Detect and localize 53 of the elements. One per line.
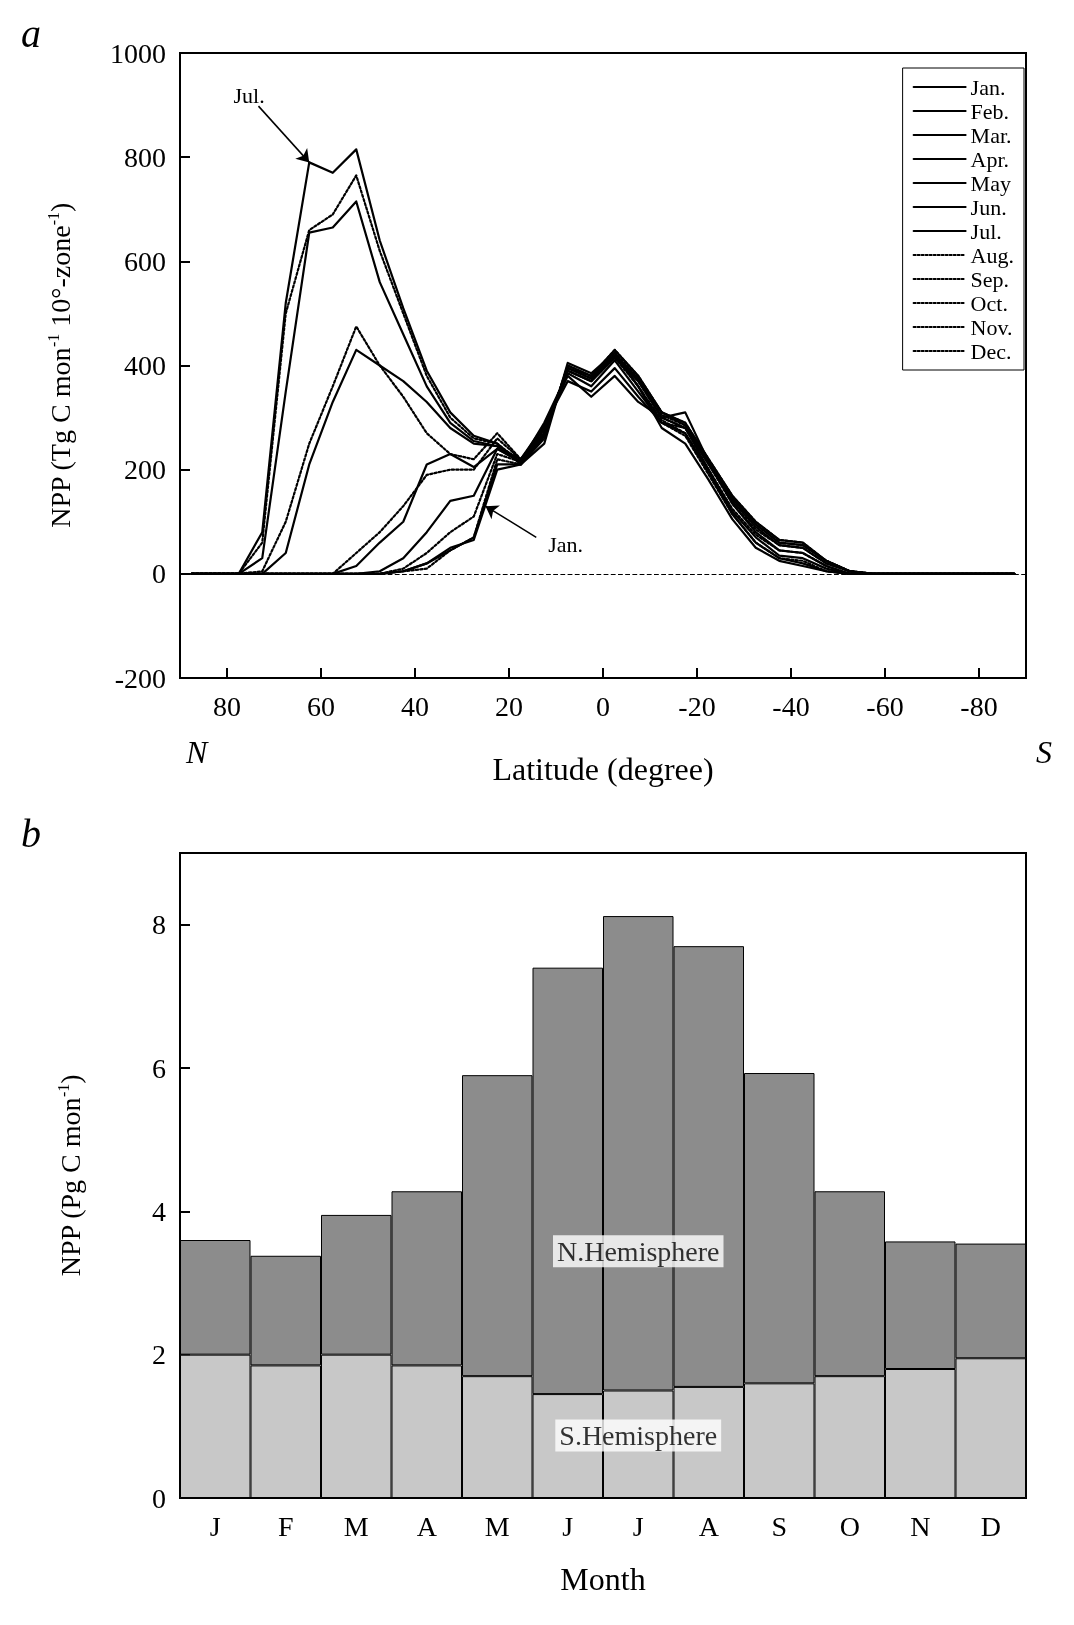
x-tick-label: N	[910, 1510, 931, 1542]
x-axis-title: Month	[560, 1561, 646, 1597]
legend-label: Mar.	[970, 122, 1012, 148]
y-tick-label: 0	[152, 558, 166, 590]
y-tick-label: 600	[124, 245, 166, 277]
annotation: Jul.	[233, 83, 265, 109]
x-tick-label: J	[209, 1510, 221, 1542]
y-tick-label: 800	[124, 141, 166, 173]
y-axis-title: NPP (Tg C mon-1 10°-zone-1)	[44, 202, 76, 528]
text: N	[185, 734, 209, 770]
series-label: S.Hemisphere	[559, 1419, 718, 1451]
y-tick-label: -200	[114, 662, 166, 694]
x-tick-label: O	[839, 1510, 860, 1542]
x-tick-label: 80	[213, 690, 241, 722]
legend-label: Feb.	[970, 98, 1010, 124]
x-tick-label: 40	[401, 690, 429, 722]
y-tick-label: 8	[152, 909, 166, 941]
chart-title: b	[21, 810, 41, 856]
y-tick-label: 400	[124, 350, 166, 381]
legend-label: Aug.	[970, 242, 1014, 268]
x-tick-label: D	[980, 1510, 1001, 1542]
x-tick-label: -60	[866, 690, 904, 722]
annotation: Jan.	[548, 532, 584, 558]
y-tick-label: 2	[152, 1339, 166, 1371]
x-tick-label: F	[277, 1510, 294, 1542]
x-tick-label: S	[771, 1510, 788, 1542]
y-axis-title: NPP (Pg C mon-1)	[54, 1074, 86, 1277]
x-tick-label: -20	[678, 690, 716, 722]
x-tick-label: -40	[772, 690, 810, 722]
x-tick-label: A	[416, 1510, 438, 1542]
legend-label: Jan.	[970, 74, 1006, 100]
x-tick-label: 0	[596, 690, 610, 722]
legend-label: Apr.	[970, 146, 1010, 172]
x-tick-label: J	[562, 1510, 574, 1542]
x-tick-label: J	[632, 1510, 644, 1542]
series-label: N.Hemisphere	[556, 1235, 720, 1267]
x-axis-title: Latitude (degree)	[492, 751, 714, 787]
y-tick-label: 200	[124, 454, 166, 486]
y-tick-label: 4	[152, 1195, 166, 1227]
x-tick-label: 20	[495, 690, 523, 722]
chart-title: a	[21, 10, 41, 56]
y-tick-label: 6	[152, 1052, 166, 1084]
legend-label: Nov.	[970, 314, 1013, 340]
y-tick-label: 1000	[110, 37, 166, 69]
text: S	[1036, 734, 1052, 770]
x-tick-label: A	[698, 1510, 720, 1542]
x-tick-label: M	[343, 1510, 369, 1542]
legend-label: Dec.	[970, 338, 1012, 364]
x-tick-label: M	[484, 1510, 510, 1542]
x-tick-label: 60	[307, 690, 335, 722]
x-tick-label: -80	[960, 690, 998, 722]
legend-label: Jul.	[970, 218, 1002, 244]
y-tick-label: 0	[152, 1482, 166, 1514]
